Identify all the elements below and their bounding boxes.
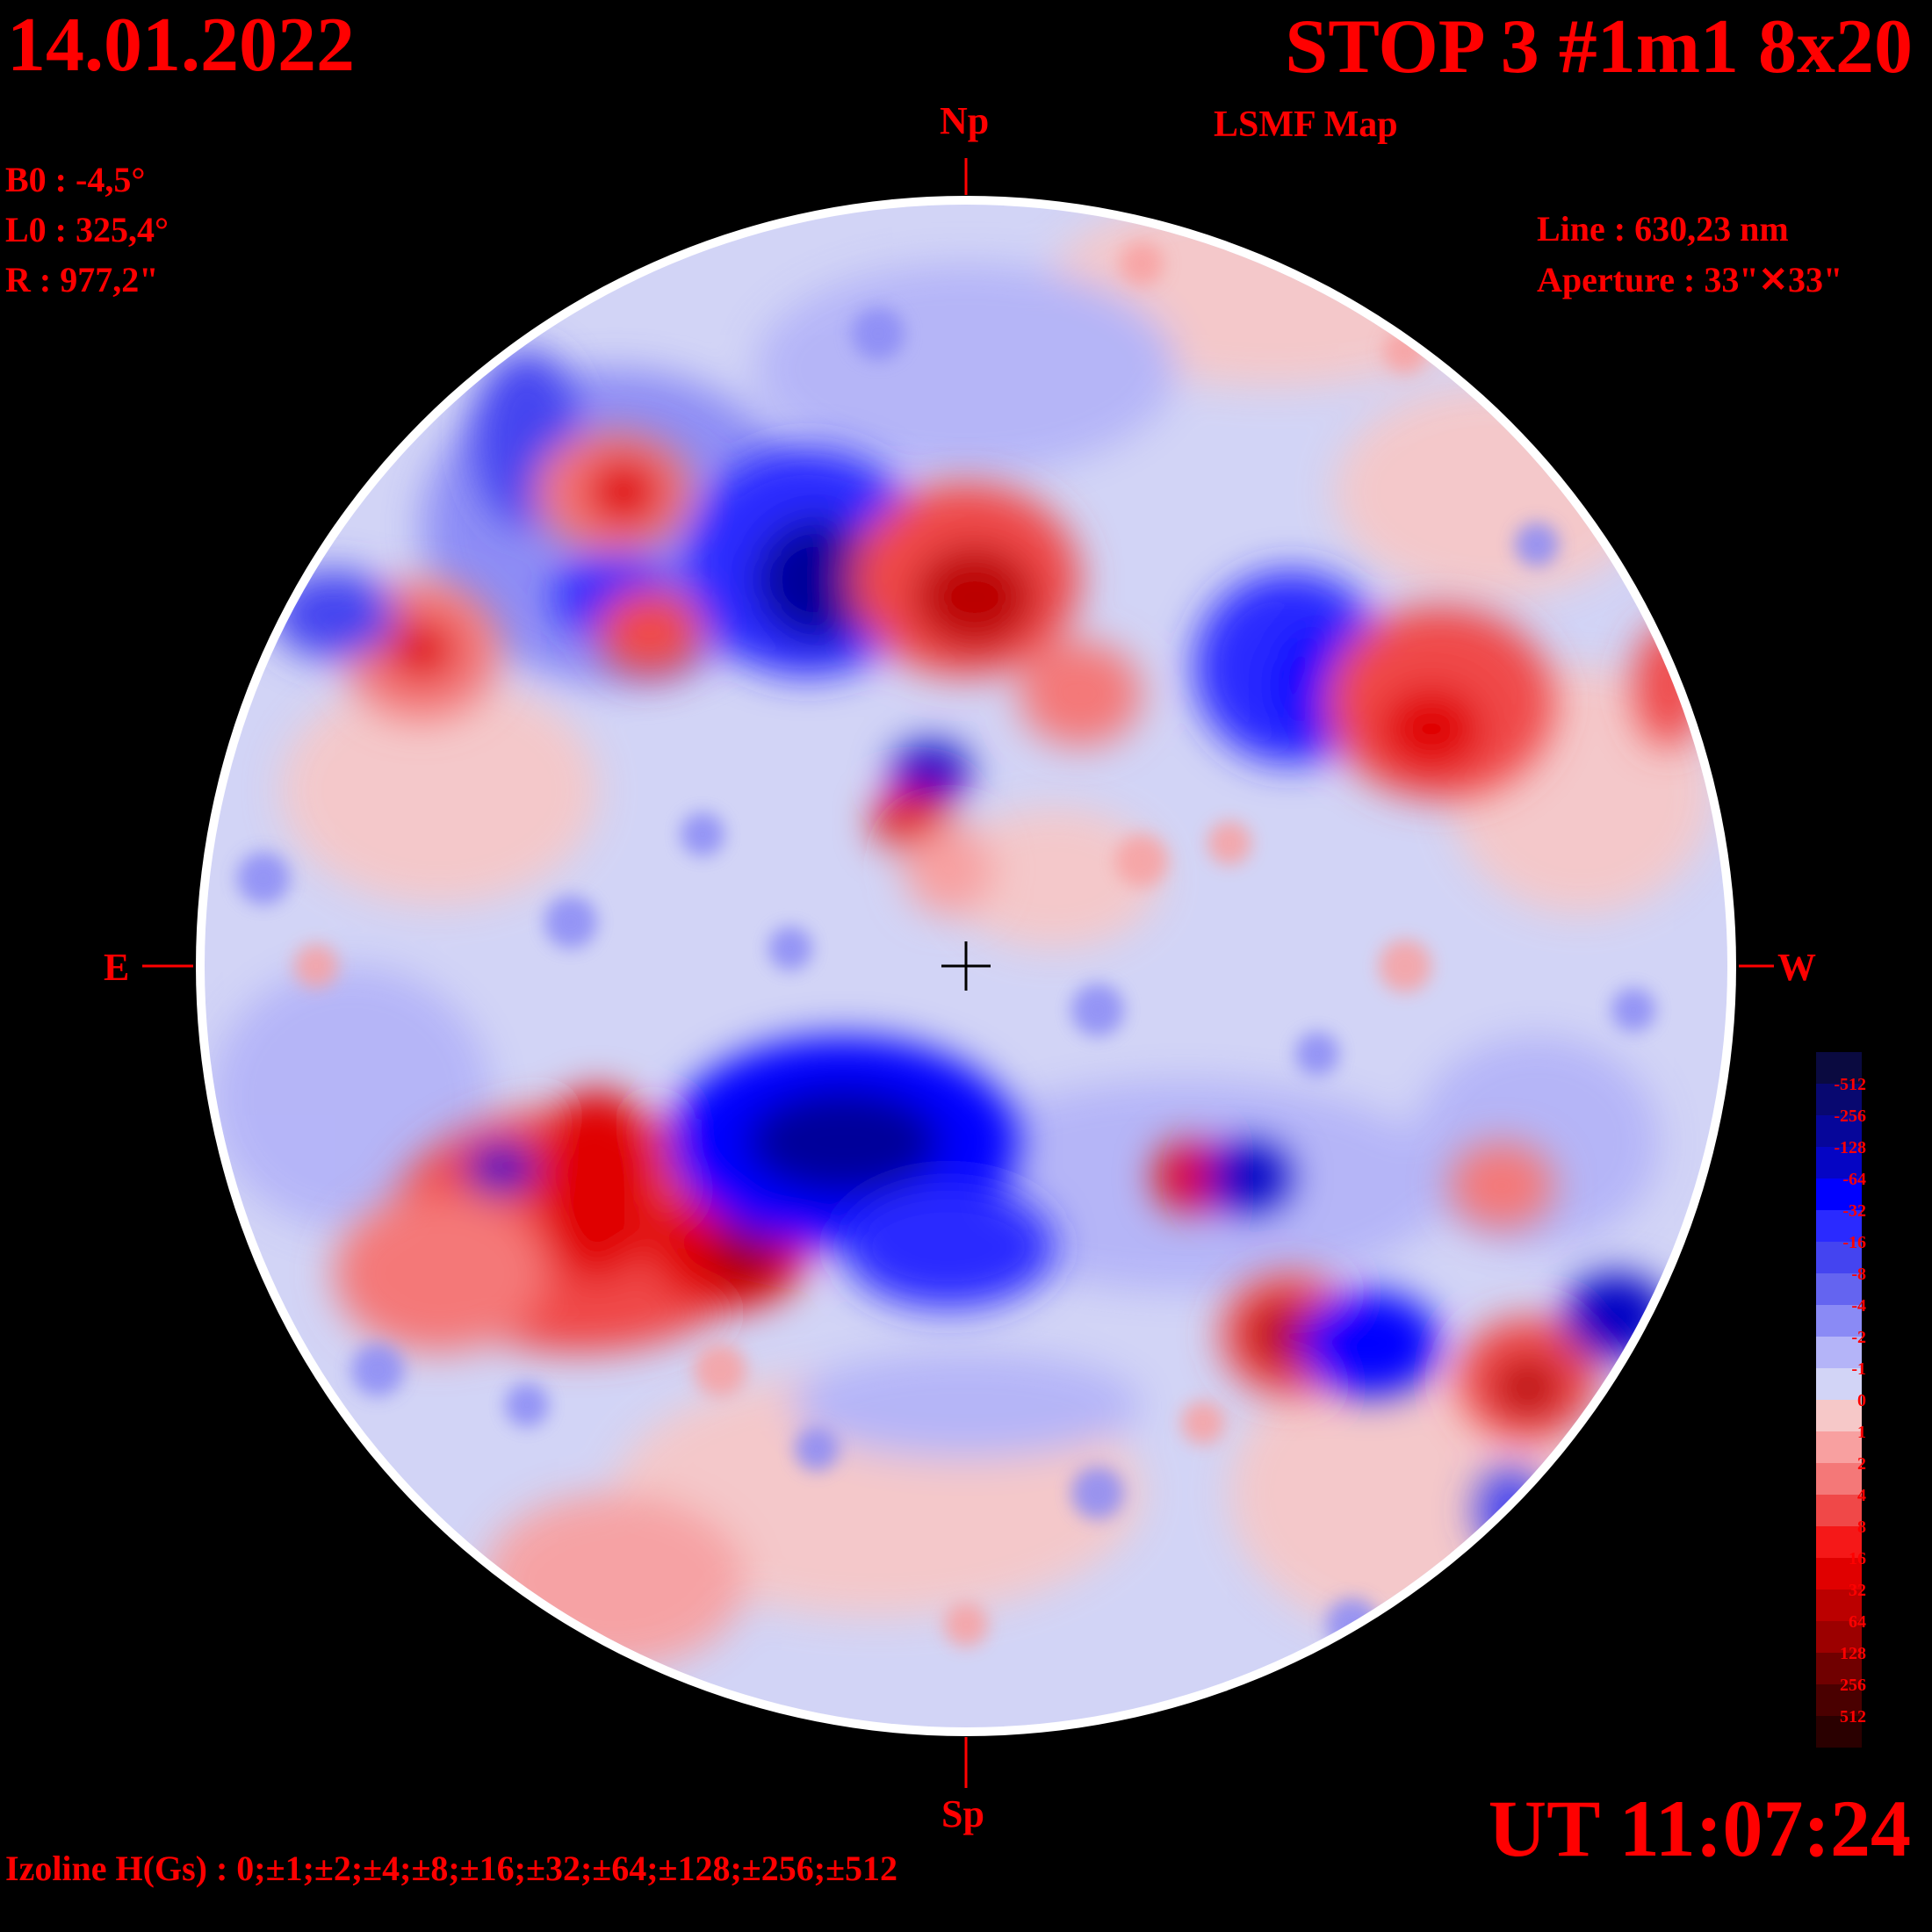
observation-date: 14.01.2022: [7, 3, 355, 88]
color-scale-label: 0: [1857, 1391, 1866, 1410]
color-scale-label: -512: [1834, 1075, 1866, 1094]
color-scale-segment: [1816, 1463, 1862, 1495]
color-scale-segment: [1816, 1526, 1862, 1558]
ut-time: UT 11:07:24: [1488, 1784, 1911, 1873]
color-scale-segment: [1816, 1052, 1862, 1084]
map-subtitle: LSMF Map: [1214, 105, 1398, 145]
color-scale-label: 64: [1849, 1612, 1866, 1632]
color-scale-segment: [1816, 1653, 1862, 1684]
color-scale-label: -16: [1842, 1233, 1866, 1252]
color-scale-segment: [1816, 1716, 1862, 1748]
color-scale-label: 8: [1857, 1517, 1866, 1537]
b0-value: B0 : -4,5°: [5, 160, 146, 199]
color-scale-label: 256: [1840, 1676, 1866, 1695]
color-scale-segment: [1816, 1621, 1862, 1653]
l0-value: L0 : 325,4°: [5, 210, 169, 249]
color-scale-segment: [1816, 1558, 1862, 1590]
color-scale-segment: [1816, 1400, 1862, 1431]
radius-value: R : 977,2": [5, 260, 159, 299]
color-scale-label: -1: [1851, 1359, 1866, 1379]
west-label: W: [1777, 946, 1816, 989]
color-scale: [1816, 1052, 1865, 1748]
color-scale-label: 32: [1849, 1581, 1866, 1600]
color-scale-label: -2: [1851, 1328, 1866, 1347]
color-scale-label: -4: [1851, 1296, 1866, 1316]
observation-info: Line : 630,23 nm Aperture : 33"✕33": [1537, 204, 1842, 306]
color-scale-segment: [1816, 1084, 1862, 1115]
east-label: E: [104, 946, 130, 989]
color-scale-label: 2: [1857, 1454, 1866, 1474]
color-scale-segment: [1816, 1210, 1862, 1242]
color-scale-label: 4: [1857, 1486, 1866, 1505]
color-scale-segment: [1816, 1242, 1862, 1273]
color-scale-segment: [1816, 1368, 1862, 1400]
color-scale-segment: [1816, 1431, 1862, 1463]
color-scale-segment: [1816, 1179, 1862, 1210]
color-scale-label: 512: [1840, 1707, 1866, 1727]
color-scale-segment: [1816, 1684, 1862, 1716]
north-label: Np: [940, 99, 990, 142]
color-scale-label: -32: [1842, 1201, 1866, 1221]
spectral-line: Line : 630,23 nm: [1537, 209, 1789, 249]
color-scale-label: 128: [1840, 1644, 1866, 1663]
color-scale-label: -8: [1851, 1265, 1866, 1284]
color-scale-segment: [1816, 1337, 1862, 1368]
map-title: STOP 3 #1m1 8x20: [1285, 4, 1913, 90]
color-scale-label: 16: [1849, 1549, 1866, 1568]
color-scale-label: -64: [1842, 1170, 1866, 1189]
color-scale-label: 1: [1857, 1423, 1866, 1442]
izoline-levels: Izoline H(Gs) : 0;±1;±2;±4;±8;±16;±32;±6…: [5, 1849, 898, 1888]
color-scale-segment: [1816, 1495, 1862, 1526]
color-scale-segment: [1816, 1147, 1862, 1179]
aperture: Aperture : 33"✕33": [1537, 260, 1843, 299]
color-scale-segment: [1816, 1273, 1862, 1305]
solar-parameters: B0 : -4,5° L0 : 325,4° R : 977,2": [5, 155, 169, 305]
color-scale-label: -256: [1834, 1107, 1866, 1126]
color-scale-label: -128: [1834, 1138, 1866, 1157]
color-scale-segment: [1816, 1115, 1862, 1147]
color-scale-segment: [1816, 1305, 1862, 1337]
color-scale-segment: [1816, 1590, 1862, 1621]
south-label: Sp: [941, 1792, 984, 1835]
